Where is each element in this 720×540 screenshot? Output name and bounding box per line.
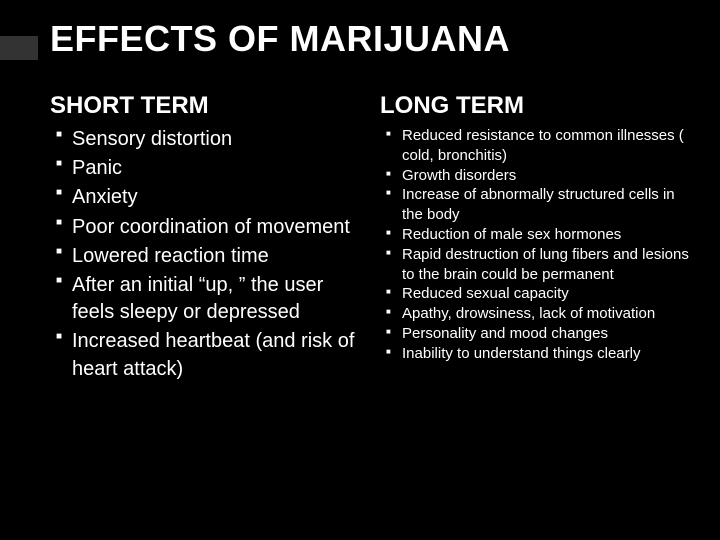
list-item: Increased heartbeat (and risk of heart a… xyxy=(50,328,360,382)
long-term-heading: LONG TERM xyxy=(380,92,696,120)
list-item: Panic xyxy=(50,155,360,182)
short-term-list: Sensory distortion Panic Anxiety Poor co… xyxy=(50,126,360,383)
list-item: Inability to understand things clearly xyxy=(380,344,696,364)
list-item: Increase of abnormally structured cells … xyxy=(380,185,696,225)
list-item: Sensory distortion xyxy=(50,126,360,153)
list-item: Personality and mood changes xyxy=(380,324,696,344)
list-item: Anxiety xyxy=(50,184,360,211)
list-item: Lowered reaction time xyxy=(50,243,360,270)
slide-title: EFFECTS OF MARIJUANA xyxy=(50,18,510,60)
list-item: Reduced resistance to common illnesses (… xyxy=(380,126,696,166)
list-item: Rapid destruction of lung fibers and les… xyxy=(380,245,696,285)
list-item: Growth disorders xyxy=(380,166,696,186)
long-term-list: Reduced resistance to common illnesses (… xyxy=(380,126,696,364)
short-term-heading: SHORT TERM xyxy=(50,92,360,120)
decorative-ribbon xyxy=(0,36,38,60)
list-item: Apathy, drowsiness, lack of motivation xyxy=(380,304,696,324)
list-item: After an initial “up, ” the user feels s… xyxy=(50,272,360,326)
long-term-column: LONG TERM Reduced resistance to common i… xyxy=(380,92,696,385)
columns-container: SHORT TERM Sensory distortion Panic Anxi… xyxy=(50,92,696,385)
short-term-column: SHORT TERM Sensory distortion Panic Anxi… xyxy=(50,92,360,385)
list-item: Poor coordination of movement xyxy=(50,214,360,241)
list-item: Reduced sexual capacity xyxy=(380,284,696,304)
list-item: Reduction of male sex hormones xyxy=(380,225,696,245)
